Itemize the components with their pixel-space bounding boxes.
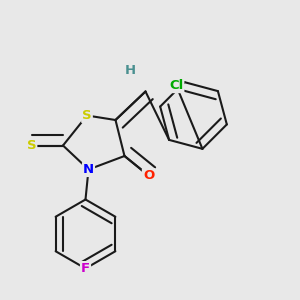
Text: S: S [82, 109, 92, 122]
Text: O: O [143, 169, 154, 182]
Text: S: S [27, 139, 36, 152]
Text: N: N [83, 163, 94, 176]
Text: F: F [81, 262, 90, 275]
Text: H: H [125, 64, 136, 77]
Text: Cl: Cl [169, 79, 183, 92]
